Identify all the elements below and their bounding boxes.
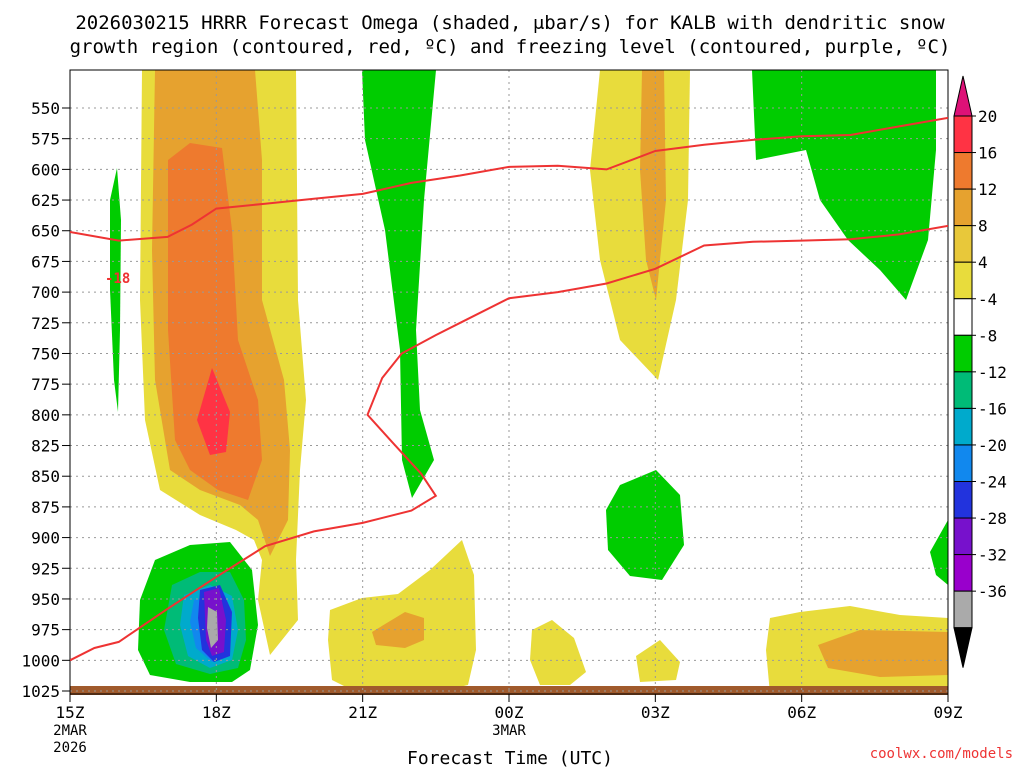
- colorbar-label: -24: [978, 473, 1007, 492]
- colorbar-label: 12: [978, 180, 997, 199]
- colorbar-swatch: [953, 261, 973, 300]
- colorbar-label: -32: [978, 546, 1007, 565]
- colorbar-swatch: [953, 590, 973, 629]
- y-tick-label: 1000: [21, 651, 60, 670]
- chart-title-line1: 2026030215 HRRR Forecast Omega (shaded, …: [75, 12, 945, 34]
- x-tick-label: 18Z: [202, 703, 231, 722]
- x-tick-label: 15Z: [56, 703, 85, 722]
- omega-small-up-03z: [636, 640, 680, 682]
- y-tick-label: 775: [31, 375, 60, 394]
- x-tick-sublabel: 3MAR: [492, 723, 526, 739]
- y-tick-label: 1025: [21, 682, 60, 701]
- omega-low-level-up-late-core: [818, 630, 948, 677]
- omega-small-up-00z: [530, 620, 586, 685]
- y-tick-label: 675: [31, 252, 60, 271]
- colorbar-swatch: [953, 554, 973, 592]
- isotherm-line: [70, 224, 948, 662]
- omega-down-column-21z: [362, 70, 436, 498]
- x-tick-label: 03Z: [641, 703, 670, 722]
- chart-title-line2: growth region (contoured, red, ºC) and f…: [70, 36, 951, 58]
- colorbar: 20 16 12 8 4 -4 -8 -12 -16 -20 -24 -28 -32 -36: [953, 75, 1007, 668]
- omega-down-left-streak: [110, 168, 121, 412]
- colorbar-swatch: [953, 115, 973, 154]
- y-tick-label: 975: [31, 621, 60, 640]
- y-tick-label: 800: [31, 406, 60, 425]
- omega-region-12: [168, 143, 262, 500]
- colorbar-swatch: [953, 188, 973, 227]
- x-tick-label: 06Z: [787, 703, 816, 722]
- contour-label: -18: [105, 271, 130, 287]
- omega-down-32: [207, 607, 218, 648]
- colorbar-label: 4: [978, 253, 988, 272]
- y-tick-label: 900: [31, 529, 60, 548]
- x-tick-label: 00Z: [495, 703, 524, 722]
- omega-region-16: [197, 368, 230, 455]
- colorbar-label: -8: [978, 326, 997, 345]
- colorbar-label: -28: [978, 509, 1007, 528]
- colorbar-label: 16: [978, 144, 997, 163]
- colorbar-swatch: [953, 298, 973, 336]
- colorbar-label: -20: [978, 436, 1007, 455]
- y-tick-label: 925: [31, 559, 60, 578]
- y-tick-label: 750: [31, 344, 60, 363]
- colorbar-swatch: [953, 517, 973, 556]
- x-tick-sublabel-year: 2026: [53, 740, 87, 756]
- colorbar-label: -16: [978, 399, 1007, 418]
- colorbar-label: 20: [978, 107, 997, 126]
- omega-up-column-03z-core: [640, 70, 666, 300]
- y-tick-label: 650: [31, 222, 60, 241]
- colorbar-top-arrow: [953, 75, 973, 117]
- x-axis-label: Forecast Time (UTC): [407, 748, 613, 768]
- colorbar-label: 8: [978, 217, 988, 236]
- credit-text: coolwx.com/models: [870, 746, 1013, 762]
- y-tick-label: 550: [31, 99, 60, 118]
- y-tick-label: 850: [31, 467, 60, 486]
- colorbar-swatch: [953, 444, 973, 483]
- colorbar-swatch: [953, 407, 973, 446]
- colorbar-bottom-arrow: [953, 627, 973, 668]
- x-tick-sublabel: 2MAR: [53, 723, 87, 739]
- isotherm-contours: [70, 116, 948, 662]
- x-tick-label: 09Z: [934, 703, 963, 722]
- y-tick-label: 625: [31, 191, 60, 210]
- omega-shading: [110, 70, 948, 694]
- omega-down-03z: [606, 470, 684, 580]
- isotherm-line: [70, 116, 948, 242]
- y-tick-label: 575: [31, 130, 60, 149]
- colorbar-label: -12: [978, 363, 1007, 382]
- colorbar-label: -4: [978, 290, 997, 309]
- y-tick-label: 725: [31, 314, 60, 333]
- y-tick-label: 700: [31, 283, 60, 302]
- colorbar-swatch: [953, 334, 973, 373]
- colorbar-swatch: [953, 481, 973, 519]
- colorbar-swatch: [953, 225, 973, 263]
- y-tick-label: 875: [31, 498, 60, 517]
- y-tick-label: 950: [31, 590, 60, 609]
- y-tick-label: 600: [31, 160, 60, 179]
- y-axis: 550 575 600 625 650 675 700 725 750 775 800 825 850 8…: [21, 99, 70, 701]
- grid: [70, 70, 948, 694]
- x-tick-label: 21Z: [348, 703, 377, 722]
- colorbar-swatch: [953, 371, 973, 409]
- omega-low-level-up-core: [372, 612, 424, 648]
- y-tick-label: 825: [31, 437, 60, 456]
- colorbar-label: -36: [978, 582, 1007, 601]
- colorbar-swatch: [953, 152, 973, 190]
